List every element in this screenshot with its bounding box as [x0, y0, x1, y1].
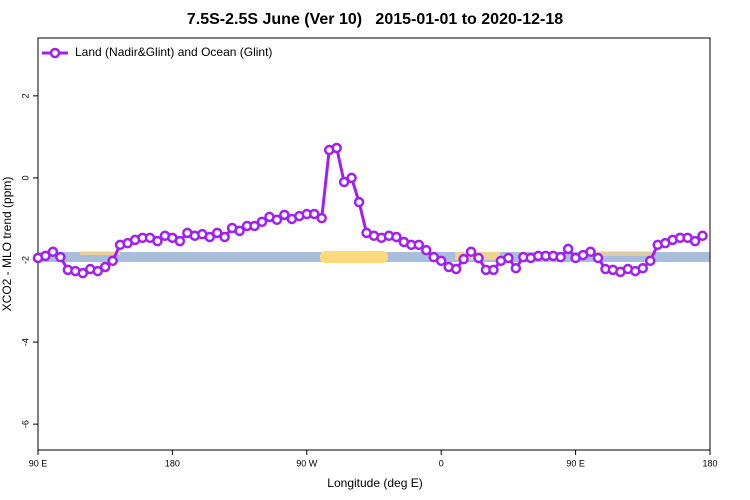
- point: [473, 252, 484, 264]
- point: [92, 265, 103, 277]
- point: [47, 246, 59, 258]
- point: [637, 262, 649, 274]
- point: [413, 239, 425, 251]
- point: [256, 216, 268, 228]
- point: [585, 246, 596, 258]
- y-axis-label: XCO2 - MLO trend (ppm): [0, 177, 14, 312]
- x-tick-label: 90 E: [29, 458, 48, 468]
- point: [249, 220, 260, 232]
- x-tick-label: 90 W: [296, 458, 318, 468]
- point: [316, 212, 327, 224]
- point: [152, 235, 163, 247]
- point: [346, 172, 357, 184]
- legend: Land (Nadir&Glint) and Ocean (Glint): [42, 45, 272, 59]
- y-tick-label: -6: [20, 420, 30, 428]
- point: [697, 230, 708, 242]
- y-tick-label: 2: [20, 93, 30, 98]
- y-tick-label: -4: [20, 338, 30, 346]
- point: [338, 176, 350, 188]
- point: [503, 252, 514, 264]
- point: [99, 261, 111, 273]
- plot-frame: [37, 37, 711, 451]
- point: [510, 262, 522, 274]
- point: [488, 264, 499, 276]
- point: [689, 235, 701, 247]
- point: [592, 252, 604, 264]
- point: [55, 251, 66, 263]
- point: [421, 244, 432, 256]
- x-tick-label: 0: [439, 458, 444, 468]
- point: [174, 235, 186, 247]
- point: [562, 243, 574, 255]
- point: [331, 142, 342, 154]
- point: [40, 250, 51, 262]
- chart-title: 7.5S-2.5S June (Ver 10) 2015-01-01 to 20…: [187, 11, 563, 28]
- point: [450, 263, 462, 275]
- x-axis-label: Longitude (deg E): [327, 476, 422, 490]
- point: [309, 208, 320, 220]
- legend-marker: [49, 47, 61, 59]
- point: [234, 225, 245, 237]
- point: [391, 231, 402, 243]
- point: [465, 246, 477, 258]
- point: [353, 196, 365, 208]
- point: [204, 231, 215, 243]
- land-band: [320, 251, 388, 263]
- land-band: [590, 251, 655, 256]
- point: [645, 255, 656, 267]
- point: [435, 255, 447, 267]
- point: [271, 214, 283, 226]
- point: [458, 253, 469, 265]
- x-tick-label: 90 E: [566, 458, 585, 468]
- point: [555, 251, 566, 263]
- x-tick-label: 180: [702, 458, 717, 468]
- point: [211, 227, 223, 239]
- land-band: [80, 251, 120, 255]
- y-tick-label: -2: [20, 256, 30, 264]
- x-tick-label: 180: [165, 458, 180, 468]
- point: [77, 267, 89, 279]
- point: [279, 209, 290, 221]
- point: [107, 255, 118, 267]
- y-tick-label: 0: [20, 175, 30, 180]
- point: [219, 231, 230, 243]
- legend-label: Land (Nadir&Glint) and Ocean (Glint): [75, 45, 272, 59]
